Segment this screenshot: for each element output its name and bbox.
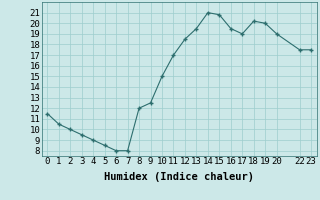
X-axis label: Humidex (Indice chaleur): Humidex (Indice chaleur) [104, 172, 254, 182]
